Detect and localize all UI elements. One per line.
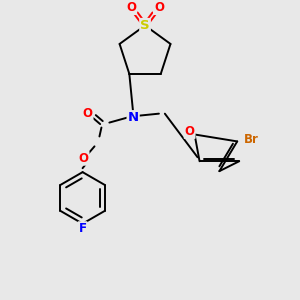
- Text: F: F: [79, 222, 87, 235]
- Text: S: S: [140, 19, 150, 32]
- Text: O: O: [126, 1, 136, 14]
- Text: O: O: [82, 107, 93, 120]
- Text: O: O: [79, 152, 88, 165]
- Text: O: O: [154, 1, 164, 14]
- Text: N: N: [128, 111, 139, 124]
- Text: O: O: [184, 125, 195, 138]
- Text: Br: Br: [244, 133, 259, 146]
